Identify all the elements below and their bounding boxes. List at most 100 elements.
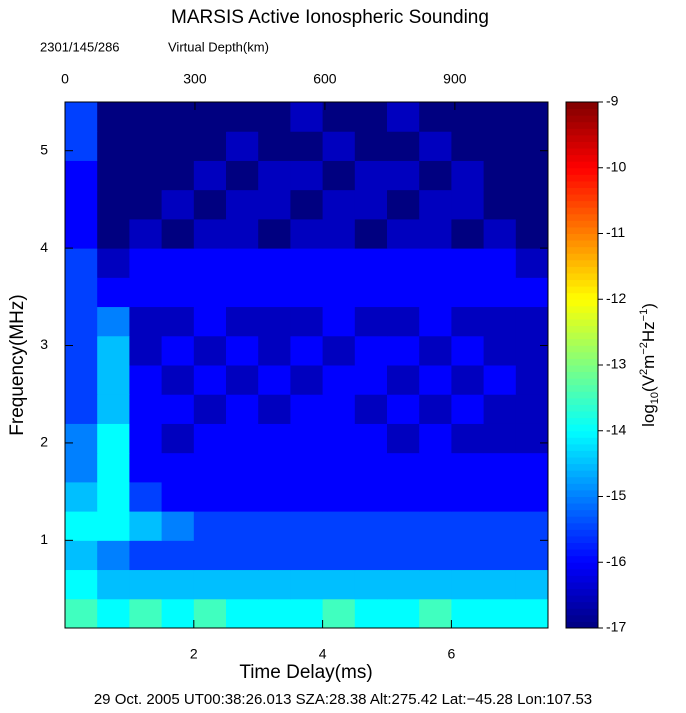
heatmap-cell [65, 102, 98, 132]
colorbar-segment [566, 108, 598, 116]
heatmap-cell [290, 365, 324, 395]
colorbar-segment [566, 476, 598, 484]
heatmap-cell [483, 218, 517, 249]
colorbar-segment [566, 463, 598, 471]
colorbar-tick-label: -13 [606, 356, 626, 372]
heatmap-cell [129, 306, 163, 337]
heatmap-cell [515, 248, 549, 278]
heatmap-cell [515, 335, 549, 366]
colorbar-tick-label: -15 [606, 487, 626, 503]
heatmap-cell [129, 394, 163, 424]
heatmap-cell [515, 569, 549, 600]
colorbar-segment [566, 240, 598, 248]
heatmap-cell [161, 218, 195, 249]
heatmap-cell [451, 511, 485, 541]
x2-tick-label: 600 [313, 71, 337, 87]
heatmap-cell [515, 423, 549, 454]
heatmap-cell [226, 511, 259, 541]
colorbar-tick-label: -11 [606, 224, 625, 240]
colorbar-segment [566, 411, 598, 419]
heatmap-cell [387, 102, 420, 132]
heatmap-cell [322, 423, 356, 454]
heatmap-cell [258, 306, 291, 337]
heatmap-cell [258, 423, 291, 454]
heatmap-cell [226, 248, 259, 278]
colorbar-segment [566, 167, 598, 175]
heatmap-cell [65, 598, 98, 629]
heatmap-cell [451, 335, 485, 366]
colorbar-segment [566, 358, 598, 366]
heatmap-cell [322, 248, 356, 278]
heatmap-cell [258, 160, 291, 191]
heatmap-cell [193, 365, 227, 395]
heatmap-cell [193, 481, 227, 512]
colorbar-segment [566, 272, 598, 281]
colorbar-tick-label: -17 [606, 619, 626, 635]
heatmap-cell [451, 481, 485, 512]
heatmap-cell [451, 218, 485, 249]
heatmap-cell [161, 131, 195, 161]
colorbar-segment [566, 332, 598, 340]
colorbar-segment [566, 345, 598, 353]
heatmap-cell [97, 189, 130, 220]
colorbar-segment [566, 424, 598, 432]
heatmap-cell [419, 102, 452, 132]
colorbar-segment [566, 365, 598, 373]
heatmap-cell [483, 248, 517, 278]
x2-tick-label: 0 [61, 71, 69, 87]
heatmap-cell [515, 598, 549, 629]
y-tick-label: 4 [40, 239, 48, 255]
colorbar-segment [566, 509, 598, 517]
heatmap-cell [451, 248, 485, 278]
heatmap-cell [193, 306, 227, 337]
heatmap-cell [290, 160, 324, 191]
heatmap-cell [129, 131, 163, 161]
heatmap-cell [387, 511, 420, 541]
heatmap-cell [129, 540, 163, 571]
colorbar-segment [566, 134, 598, 142]
heatmap-cell [226, 598, 259, 629]
heatmap-cell [322, 277, 356, 308]
heatmap-cell [161, 102, 195, 132]
colorbar-segment [566, 338, 598, 346]
heatmap-cell [322, 306, 356, 337]
colorbar-segment [566, 549, 598, 557]
heatmap-cell [65, 540, 98, 571]
heatmap-cell [129, 218, 163, 249]
heatmap-cell [129, 481, 163, 512]
heatmap-cell [193, 452, 227, 483]
heatmap-cell [97, 569, 130, 600]
heatmap-cell [193, 598, 227, 629]
colorbar-segment [566, 529, 598, 537]
heatmap-cell [193, 511, 227, 541]
colorbar-segment [566, 443, 598, 451]
heatmap-cell [258, 569, 291, 600]
heatmap-cell [161, 335, 195, 366]
heatmap-cell [161, 540, 195, 571]
heatmap-cell [387, 481, 420, 512]
heatmap-cell [65, 481, 98, 512]
heatmap-cell [419, 365, 452, 395]
heatmap-cell [161, 598, 195, 629]
heatmap-cell [161, 365, 195, 395]
plot-frame [64, 101, 549, 629]
colorbar-segment [566, 246, 598, 254]
heatmap-cell [322, 335, 356, 366]
heatmap-cell [161, 481, 195, 512]
heatmap-cell [129, 598, 163, 629]
y-tick-label: 3 [40, 336, 48, 352]
heatmap-cell [97, 423, 130, 454]
heatmap-cell [226, 452, 259, 483]
heatmap-cell [129, 452, 163, 483]
heatmap-cell [97, 540, 130, 571]
heatmap-cell [515, 277, 549, 308]
colorbar-segment [566, 121, 598, 129]
heatmap-cell [161, 511, 195, 541]
heatmap-cell [129, 511, 163, 541]
heatmap-cell [129, 277, 163, 308]
heatmap-cell [322, 452, 356, 483]
colorbar-segment [566, 233, 598, 241]
heatmap-cell [451, 540, 485, 571]
x2-axis-label: Virtual Depth(km) [168, 39, 269, 54]
colorbar-segment [566, 595, 598, 603]
